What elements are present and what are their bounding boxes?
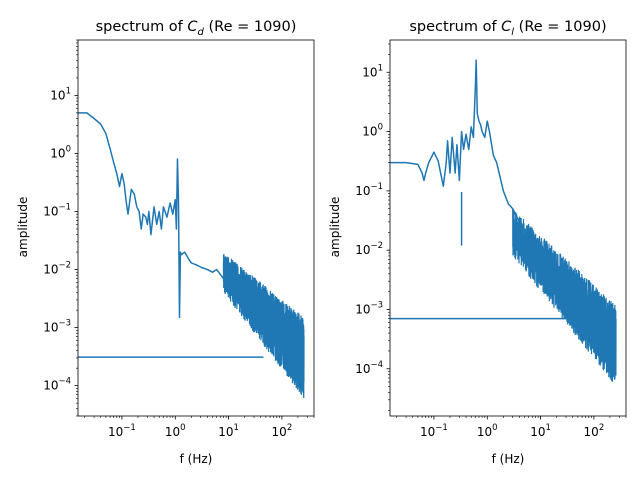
cd-x-tick-label: 102 [272,423,293,439]
cl-y-tick-label: 10−2 [355,241,383,257]
cd-y-tick-label: 10−4 [43,377,71,393]
cd-x-tick-label: 101 [218,423,239,439]
cl-x-tick-label: 102 [584,423,605,439]
cd-spectrum-panel: spectrum of Cd (Re = 1090) f (Hz) amplit… [16,19,315,466]
cl-data-lines [390,59,617,382]
cd-y-tick-label: 10−1 [43,202,71,218]
cl-y-tick-label: 100 [362,123,383,139]
cd-x-tick-label: 100 [165,423,186,439]
cd-y-tick-label: 10−2 [43,261,71,277]
cl-y-tick-label: 10−1 [355,182,383,198]
cl-y-tick-label: 101 [362,63,383,79]
cd-y-tick-label: 101 [50,86,71,102]
cl-chart-title: spectrum of Cl (Re = 1090) [409,19,606,38]
cl-y-tick-label: 10−4 [355,360,383,376]
cd-data-lines [78,112,305,398]
cd-chart-title: spectrum of Cd (Re = 1090) [96,19,297,38]
cl-x-tick-label: 10−1 [420,423,448,439]
cl-oscillation-band [512,208,617,382]
cl-y-tick-label: 10−3 [355,300,383,316]
cd-y-tick-label: 10−3 [43,319,71,335]
cl-y-axis-label: amplitude [328,197,342,258]
cl-x-axis-label: f (Hz) [492,452,525,466]
cl-spectrum-panel: spectrum of Cl (Re = 1090) f (Hz) amplit… [328,19,627,466]
cl-x-tick-label: 101 [530,423,551,439]
cd-x-axis-label: f (Hz) [180,452,213,466]
cl-x-tick-label: 100 [477,423,498,439]
cl-axes-frame [389,39,627,417]
cd-axes-frame [77,39,315,417]
cd-x-tick-label: 10−1 [108,423,136,439]
cd-y-axis-label: amplitude [16,197,30,258]
cd-oscillation-band [222,254,305,398]
cd-y-tick-label: 100 [50,144,71,160]
